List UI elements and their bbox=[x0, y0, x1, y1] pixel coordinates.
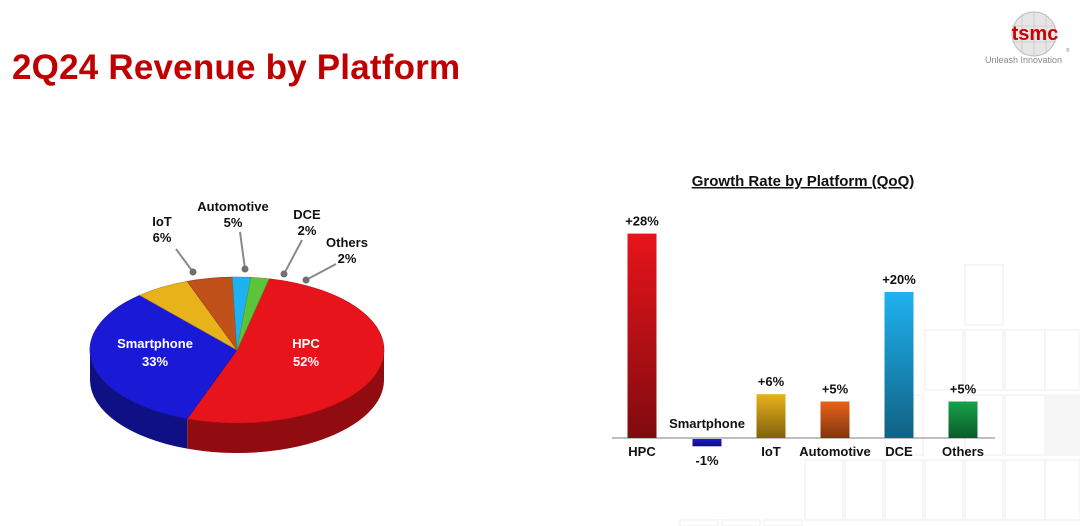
pie-label-dce: DCE bbox=[293, 207, 321, 222]
bar-smartphone bbox=[692, 439, 722, 447]
pie-value-iot: 6% bbox=[153, 230, 172, 245]
pie-value-dce: 2% bbox=[298, 223, 317, 238]
pie-label-others: Others bbox=[326, 235, 368, 250]
pie-label-smartphone: Smartphone bbox=[117, 336, 193, 351]
bar-value-smartphone: -1% bbox=[695, 453, 719, 468]
bar-chart-title: Growth Rate by Platform (QoQ) bbox=[692, 173, 915, 190]
bar-value-dce: +20% bbox=[882, 272, 916, 287]
pie-leader-automotive bbox=[239, 231, 246, 270]
pie-slice-side-smartphone bbox=[90, 350, 188, 449]
pie-slice-others bbox=[236, 277, 270, 351]
bar-category-automotive: Automotive bbox=[799, 444, 871, 459]
bar-category-hpc: HPC bbox=[628, 444, 656, 459]
pie-value-others: 2% bbox=[338, 251, 357, 266]
bar-hpc bbox=[627, 233, 657, 438]
pie-leader-others bbox=[305, 263, 337, 281]
svg-text:®: ® bbox=[1066, 47, 1070, 54]
pie-leader-dot-automotive bbox=[241, 265, 249, 273]
svg-text:tsmc: tsmc bbox=[1012, 23, 1059, 45]
pie-slice-side-hpc bbox=[187, 350, 384, 454]
pie-value-smartphone: 33% bbox=[142, 354, 168, 369]
company-logo: tsmc ® bbox=[1011, 11, 1070, 57]
pie-label-hpc: HPC bbox=[292, 336, 320, 351]
pie-leader-dce bbox=[283, 239, 303, 275]
bar-value-others: +5% bbox=[950, 382, 977, 397]
bar-value-iot: +6% bbox=[758, 374, 785, 389]
bar-iot bbox=[756, 394, 786, 438]
pie-leader-dot-others bbox=[302, 276, 310, 284]
pie-leader-dot-dce bbox=[280, 270, 288, 278]
bar-dce bbox=[884, 292, 914, 438]
bar-category-dce: DCE bbox=[885, 444, 913, 459]
pie-leader-iot bbox=[175, 248, 194, 273]
pie-label-automotive: Automotive bbox=[197, 199, 269, 214]
bar-others bbox=[948, 401, 978, 438]
bar-value-hpc: +28% bbox=[625, 214, 659, 229]
pie-slice-hpc bbox=[186, 278, 385, 424]
bar-automotive bbox=[820, 401, 850, 438]
bar-category-smartphone: Smartphone bbox=[669, 416, 745, 431]
bar-value-automotive: +5% bbox=[822, 382, 849, 397]
pie-leader-dot-iot bbox=[189, 268, 197, 276]
bar-category-others: Others bbox=[942, 444, 984, 459]
pie-value-automotive: 5% bbox=[224, 215, 243, 230]
bar-category-iot: IoT bbox=[761, 444, 781, 459]
pie-value-hpc: 52% bbox=[293, 354, 319, 369]
company-tagline: Unleash Innovation bbox=[985, 55, 1063, 65]
pie-label-iot: IoT bbox=[152, 214, 172, 229]
page-title: 2Q24 Revenue by Platform bbox=[12, 48, 461, 87]
pie-slice-smartphone bbox=[89, 294, 238, 420]
